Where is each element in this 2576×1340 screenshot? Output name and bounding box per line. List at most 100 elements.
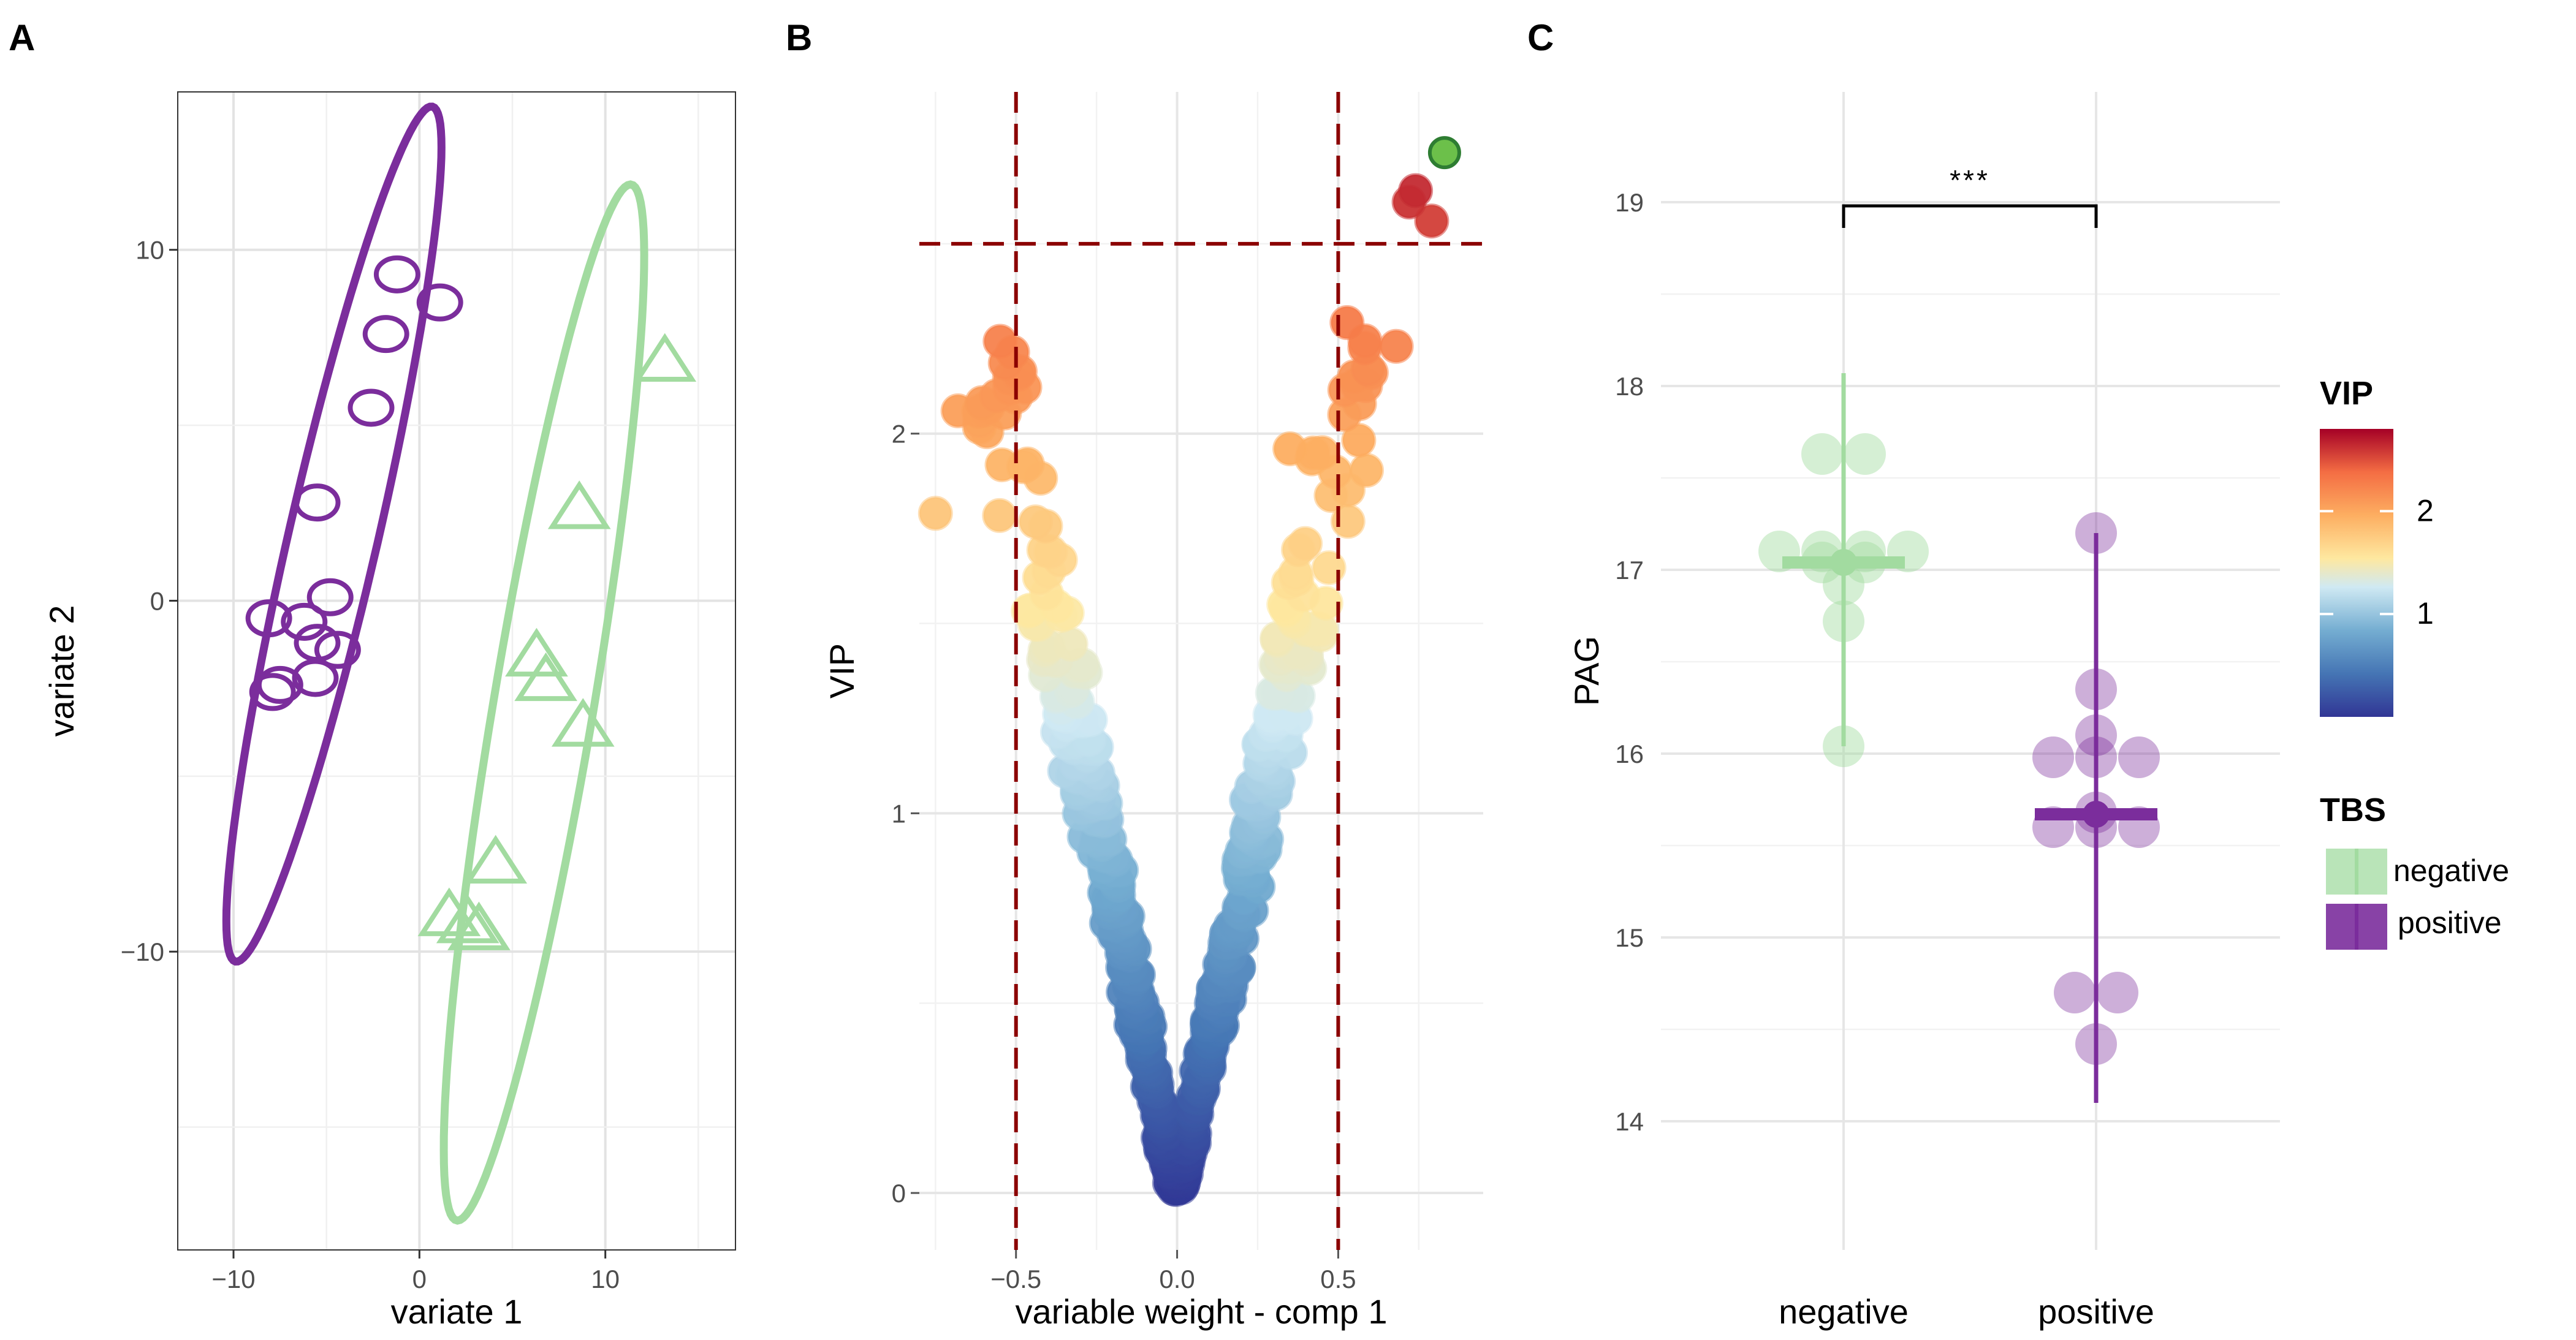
variable-point <box>1272 431 1308 466</box>
variable-point <box>918 496 953 531</box>
panel-a-x-tick-label: −10 <box>211 1265 255 1293</box>
point-positive <box>256 665 303 704</box>
panel-a-scatter: −10 0 10 −10 0 10 variate 1 variate 2 <box>42 91 736 1331</box>
panel-b-y-tick-label: 0 <box>892 1179 906 1208</box>
point-negative <box>547 480 611 529</box>
panel-a-points <box>245 255 697 950</box>
variable-point <box>1288 526 1323 561</box>
panel-a-frame <box>177 91 736 1251</box>
panel-c-y-axis-title: PAG <box>1567 636 1606 706</box>
panel-a-ellipses <box>222 102 648 1225</box>
point-negative <box>551 698 615 747</box>
panel-b-x-tick-label: 0.5 <box>1320 1265 1356 1293</box>
observation-negative <box>1823 600 1864 642</box>
panel-b-y-tick-label: 1 <box>892 799 906 828</box>
panel-b-x-axis-title: variable weight - comp 1 <box>1016 1292 1388 1331</box>
panel-letter-b: B <box>786 17 812 58</box>
panel-a-grid <box>178 92 735 1250</box>
variable-point <box>982 498 1017 533</box>
significance-label: *** <box>1950 164 1990 196</box>
panel-c-y-tick-label: 15 <box>1615 923 1644 952</box>
panel-c-ticks: 14 15 16 17 18 19 negative positive <box>1615 188 2154 1331</box>
vip-colorbar <box>2320 429 2393 717</box>
panel-c-y-tick-label: 16 <box>1615 740 1644 768</box>
point-positive <box>314 630 361 669</box>
point-negative <box>417 887 481 936</box>
panel-a-x-tick-label: 10 <box>591 1265 620 1293</box>
significance-bracket <box>1842 204 2098 228</box>
panel-a-y-axis-title: variate 2 <box>42 605 81 737</box>
tbs-legend-label-positive: positive <box>2398 906 2502 940</box>
point-positive <box>348 388 395 427</box>
observation-positive <box>2032 736 2074 778</box>
variable-point <box>1053 626 1089 662</box>
panel-b-x-tick-label: 0.0 <box>1159 1265 1195 1293</box>
highlight-point <box>1427 136 1461 170</box>
point-negative <box>447 901 511 950</box>
panel-a-x-axis-title: variate 1 <box>391 1292 523 1331</box>
point-positive <box>245 599 292 638</box>
panel-c-marks <box>1758 373 2160 1103</box>
vip-colorbar-label: 1 <box>2417 596 2434 630</box>
panel-letter-a: A <box>9 17 35 58</box>
panel-letter-c: C <box>1527 17 1554 58</box>
point-positive <box>373 255 420 293</box>
variable-point <box>1329 305 1365 340</box>
observation-positive <box>2075 1023 2117 1065</box>
variable-point <box>1378 328 1414 364</box>
observation-positive <box>2075 714 2117 756</box>
panel-b-ticks: −0.5 0.0 0.5 0 1 2 <box>892 420 1356 1293</box>
panel-b-reference-lines <box>919 92 1483 1250</box>
variable-point <box>1414 203 1449 239</box>
panel-c-y-tick-label: 14 <box>1615 1107 1644 1136</box>
tbs-legend-label-negative: negative <box>2393 854 2509 888</box>
panel-b-y-tick-label: 2 <box>892 420 906 449</box>
observation-negative <box>1823 564 1864 605</box>
ellipse-positive <box>222 102 446 966</box>
observation-negative <box>1823 725 1864 767</box>
point-positive <box>294 483 341 522</box>
panel-c-y-tick-label: 17 <box>1615 556 1644 585</box>
tbs-legend-item-negative: negative <box>2326 849 2509 895</box>
panel-b-x-tick-label: −0.5 <box>990 1265 1041 1293</box>
tbs-legend-item-positive: positive <box>2326 904 2502 950</box>
median-point-negative <box>1830 549 1857 576</box>
panel-b-y-axis-title: VIP <box>823 643 861 698</box>
variable-point <box>1349 453 1384 488</box>
variable-point <box>1398 173 1434 208</box>
observation-negative <box>1844 433 1886 475</box>
vip-colorbar-ticks: 21 <box>2320 493 2434 630</box>
variable-point <box>982 324 1018 359</box>
point-positive <box>362 315 409 354</box>
tbs-legend-title: TBS <box>2320 792 2386 828</box>
panel-a-y-tick-label: −10 <box>121 937 164 966</box>
tbs-legend: TBS negative positive <box>2320 792 2509 950</box>
observation-positive <box>2054 972 2095 1013</box>
observation-positive <box>2075 512 2117 554</box>
variable-point <box>1009 446 1045 482</box>
point-positive <box>292 659 339 697</box>
panel-a-y-tick-label: 10 <box>135 236 164 265</box>
observation-positive <box>2075 668 2117 710</box>
observation-negative <box>1801 433 1843 475</box>
panel-c-category-label: positive <box>2038 1292 2154 1331</box>
observation-positive <box>2075 736 2117 778</box>
panel-a-ticks: −10 0 10 −10 0 10 <box>121 236 620 1293</box>
vip-colorbar-label: 2 <box>2417 493 2434 528</box>
panel-c-grid <box>1661 92 2280 1250</box>
point-negative <box>436 894 500 944</box>
panel-b-points <box>918 136 1461 1207</box>
point-positive <box>416 283 463 322</box>
point-negative <box>514 652 577 702</box>
panel-c-y-tick-label: 18 <box>1615 372 1644 401</box>
panel-a-x-tick-label: 0 <box>412 1265 427 1293</box>
median-point-positive <box>2083 801 2110 828</box>
variable-point <box>1018 504 1053 540</box>
vip-legend-title: VIP <box>2320 375 2373 412</box>
point-positive <box>281 602 328 641</box>
panel-b-volcano: −0.5 0.0 0.5 0 1 2 variable weight - comp 1 V… <box>823 92 1483 1331</box>
point-positive <box>249 673 296 711</box>
panel-a-y-tick-label: 0 <box>150 586 164 615</box>
point-negative <box>464 835 528 884</box>
